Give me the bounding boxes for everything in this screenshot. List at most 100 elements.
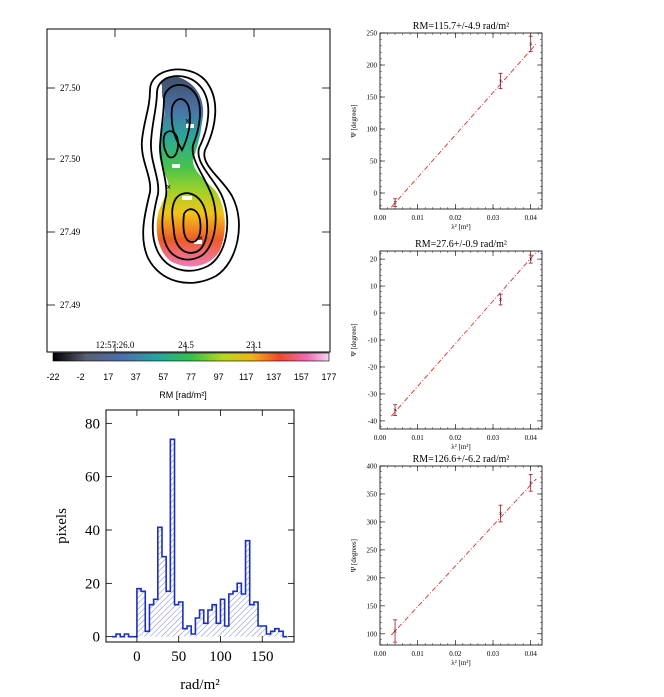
rm-map-xtick-label: 24.5 xyxy=(178,340,194,350)
rm-map-xtick-label: 23.1 xyxy=(246,340,262,350)
histogram-bar xyxy=(191,634,196,637)
histogram-xtick-label: 50 xyxy=(171,649,186,665)
histogram-bar xyxy=(262,626,267,637)
histogram-bar xyxy=(207,610,213,637)
histogram-xtick-label: 0 xyxy=(133,649,141,665)
fit-panel-ytick-label: 350 xyxy=(367,490,378,498)
data-point: × xyxy=(393,407,397,415)
histogram-bar xyxy=(141,591,146,637)
histogram-bar xyxy=(274,628,279,637)
fit-panel-ytick-label: -40 xyxy=(368,417,378,425)
fit-panel-ylabel: Ψ [degrees] xyxy=(350,105,358,138)
data-point: × xyxy=(499,510,503,518)
rm-map-ytick-label: 27.49 xyxy=(60,227,81,237)
colorbar-tick-label: 137 xyxy=(266,372,281,382)
histogram-bar xyxy=(241,594,246,637)
colorbar-tick-label: -22 xyxy=(46,372,59,382)
histogram-bar xyxy=(145,631,150,637)
fit-panel-xtick-label: 0.01 xyxy=(412,214,425,222)
fit-panel-ytick-label: 50 xyxy=(370,158,378,166)
fit-panel-ytick-label: 250 xyxy=(367,30,378,38)
histogram-bar xyxy=(270,631,275,637)
histogram-bar xyxy=(174,604,179,637)
data-point: × xyxy=(499,78,503,86)
fit-panel-ylabel: Ψ [degrees] xyxy=(350,324,358,357)
fit-panel-xtick-label: 0.04 xyxy=(525,434,538,442)
histogram-bar xyxy=(228,594,234,637)
rm-map-blank-pixel xyxy=(182,196,192,200)
histogram-bar xyxy=(216,623,221,637)
fit-panel-title: RM=126.6+/-6.2 rad/m² xyxy=(413,454,510,465)
colorbar-tick-label: 77 xyxy=(186,372,196,382)
histogram-bar xyxy=(166,591,171,637)
fit-panel-xlabel: λ² [m²] xyxy=(451,443,470,451)
rm-map-ytick-label: 27.49 xyxy=(60,300,81,310)
histogram-xlabel: rad/m² xyxy=(180,677,220,693)
fit-panel-frame xyxy=(379,250,543,430)
histogram-ticks: 0 50 100 150 0 20 40 60 80 xyxy=(85,410,294,665)
histogram-bar xyxy=(170,439,175,637)
fit-panel-xtick-label: 0.01 xyxy=(412,434,425,442)
data-point: × xyxy=(529,40,533,48)
histogram-bar xyxy=(161,556,167,637)
histogram-outline xyxy=(111,438,288,638)
colorbar-tick-label: 57 xyxy=(158,372,168,382)
rm-colorbar: -22 -2 17 37 57 77 97 117 137 157 177 RM [rad/m²] xyxy=(46,352,337,400)
histogram-bar xyxy=(245,540,250,637)
data-point: × xyxy=(393,199,397,207)
fit-panel-ytick-label: 200 xyxy=(367,62,378,70)
fit-panel-ytick-label: 150 xyxy=(367,602,378,610)
histogram-bar xyxy=(153,599,158,637)
histogram-ytick-label: 80 xyxy=(85,416,100,432)
fit-panel-ytick-label: 250 xyxy=(367,546,378,554)
histogram-bar xyxy=(157,527,162,637)
fit-line xyxy=(390,251,537,417)
fit-panel-xtick-label: 0.03 xyxy=(487,214,500,222)
rm-map-ytick-label: 27.50 xyxy=(60,154,81,164)
fit-panel-ytick-label: 10 xyxy=(370,283,378,291)
fit-panel-ytick-label: 0 xyxy=(374,310,378,318)
histogram-bar xyxy=(237,583,242,637)
histogram-bar xyxy=(249,604,254,637)
fit-panel-ytick-label: 100 xyxy=(367,630,378,638)
histogram-bar xyxy=(124,634,129,637)
histogram-ytick-label: 0 xyxy=(93,630,101,646)
histogram-ytick-label: 20 xyxy=(85,576,100,592)
fit-panel-ytick-label: -10 xyxy=(368,337,378,345)
fit-panel-xtick-label: 0.00 xyxy=(374,434,387,442)
fit-line xyxy=(390,43,537,208)
rm-map-emission xyxy=(156,76,225,267)
rm-map-ytick-label: 27.50 xyxy=(60,83,81,93)
colorbar-tick-label: 117 xyxy=(239,372,253,382)
colorbar-tick-label: 157 xyxy=(294,372,309,382)
fit-panel-2: RM=27.6+/-0.9 rad/m² 0.00 0.01 0.02 0.03 0.04… xyxy=(350,239,543,451)
data-point: × xyxy=(529,256,533,264)
fit-panel-3: RM=126.6+/-6.2 rad/m² 0.00 0.01 0.02 0.03 0.0… xyxy=(350,454,543,667)
histogram-bar xyxy=(149,604,154,637)
rm-map-marker: × xyxy=(198,233,203,243)
fit-panel-ytick-label: -30 xyxy=(368,390,378,398)
histogram-ylabel: pixels xyxy=(54,508,70,544)
colorbar-tick-labels: -22 -2 17 37 57 77 97 117 137 157 177 xyxy=(46,372,336,382)
fit-panel-ylabel: Ψ [degrees] xyxy=(350,539,358,572)
fit-panel-xtick-label: 0.03 xyxy=(487,434,500,442)
histogram-xtick-label: 100 xyxy=(209,649,232,665)
fit-panel-ytick-label: 20 xyxy=(370,256,378,264)
histogram-bar xyxy=(278,631,284,637)
fit-panel-title: RM=115.7+/-4.9 rad/m² xyxy=(413,21,509,32)
rm-map-ticks xyxy=(47,29,330,352)
rm-map-blank-pixel xyxy=(172,164,180,168)
fit-panel-ytick-label: 300 xyxy=(367,518,378,526)
fit-panel-frame xyxy=(379,465,543,646)
fit-panel-xtick-label: 0.00 xyxy=(374,650,387,658)
fit-panel-xtick-label: 0.04 xyxy=(525,650,538,658)
fit-line xyxy=(390,478,537,636)
fit-panel-ytick-label: 200 xyxy=(367,574,378,582)
data-point: × xyxy=(499,296,503,304)
histogram-bar xyxy=(116,634,121,637)
histogram-frame xyxy=(105,409,295,643)
data-point: × xyxy=(529,479,533,487)
histogram-bar xyxy=(212,604,217,637)
colorbar-tick-label: 97 xyxy=(214,372,224,382)
